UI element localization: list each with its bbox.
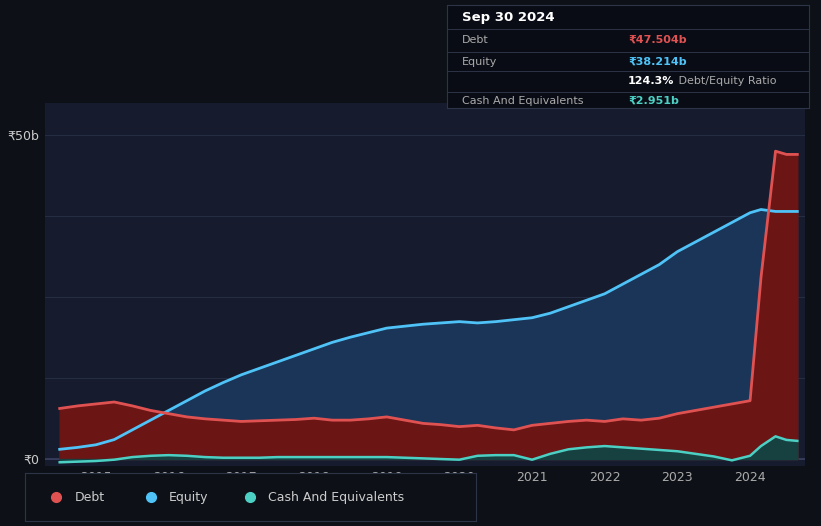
Text: Cash And Equivalents: Cash And Equivalents <box>268 491 405 503</box>
Text: Sep 30 2024: Sep 30 2024 <box>462 11 554 24</box>
Text: Debt: Debt <box>462 35 488 45</box>
Text: ₹47.504b: ₹47.504b <box>628 35 686 45</box>
Text: 124.3%: 124.3% <box>628 76 674 86</box>
Text: Equity: Equity <box>462 57 498 67</box>
Text: Cash And Equivalents: Cash And Equivalents <box>462 96 584 106</box>
Text: Debt: Debt <box>75 491 104 503</box>
Text: Debt/Equity Ratio: Debt/Equity Ratio <box>675 76 777 86</box>
Text: Equity: Equity <box>169 491 209 503</box>
Text: ₹2.951b: ₹2.951b <box>628 96 679 106</box>
Text: ₹38.214b: ₹38.214b <box>628 57 686 67</box>
